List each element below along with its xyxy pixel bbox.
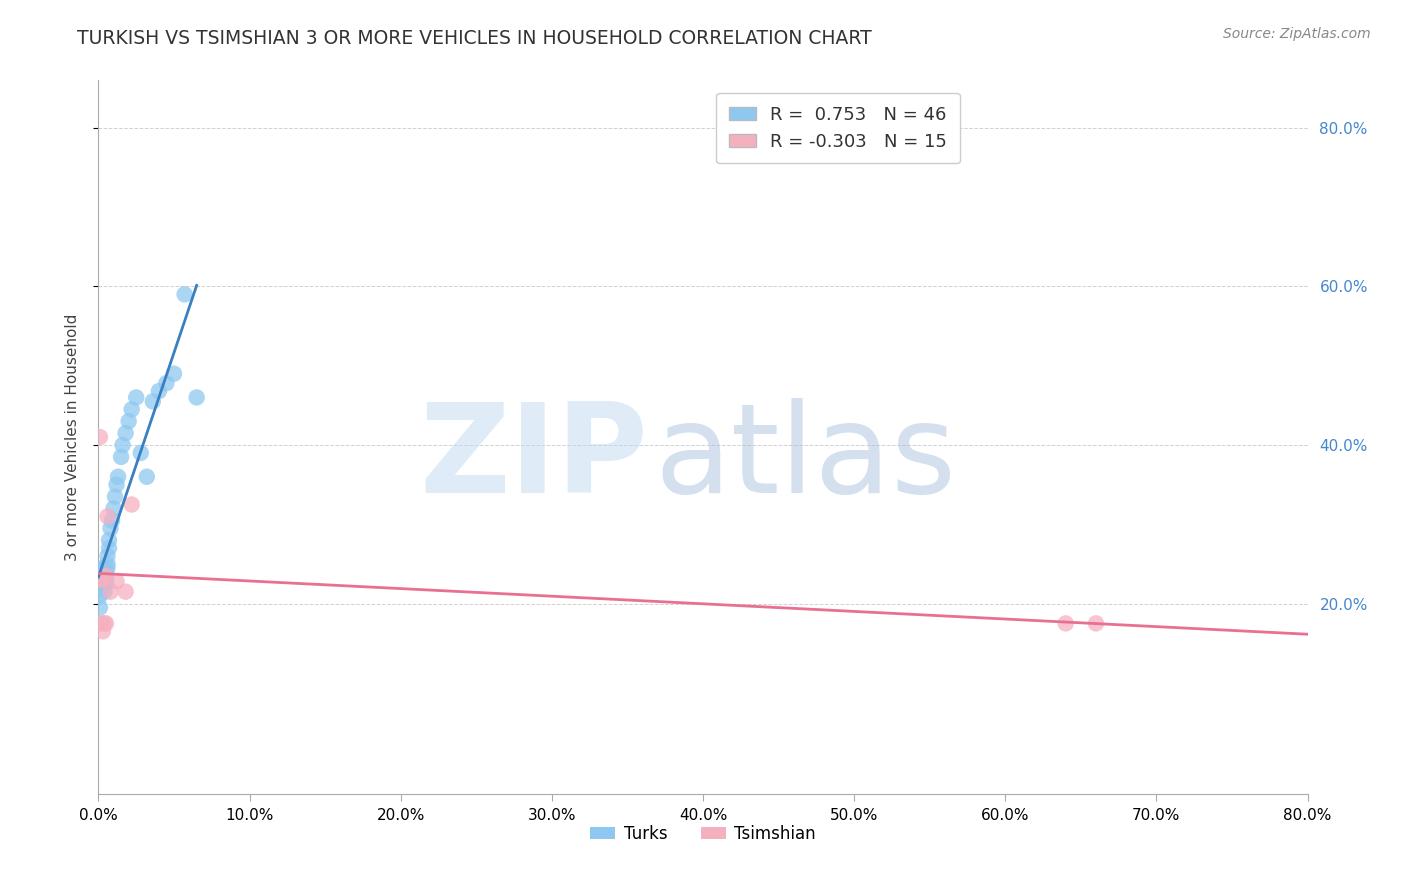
Point <box>93 576 115 591</box>
Point <box>104 490 127 504</box>
Point <box>111 438 134 452</box>
Point <box>163 367 186 381</box>
Point <box>118 414 141 428</box>
Point <box>96 549 118 563</box>
Text: Source: ZipAtlas.com: Source: ZipAtlas.com <box>1223 27 1371 41</box>
Y-axis label: 3 or more Vehicles in Household: 3 or more Vehicles in Household <box>65 313 80 561</box>
Point <box>94 573 117 587</box>
Point <box>94 616 117 631</box>
Point <box>91 569 114 583</box>
Text: ZIP: ZIP <box>420 398 648 519</box>
Point <box>125 391 148 405</box>
Point <box>91 624 114 639</box>
Point <box>98 541 121 555</box>
Point <box>148 384 170 398</box>
Point <box>91 573 114 587</box>
Point <box>94 569 117 583</box>
Point <box>107 469 129 483</box>
Point <box>114 426 136 441</box>
Point <box>90 569 112 583</box>
Point <box>173 287 195 301</box>
Point <box>90 574 112 589</box>
Point <box>121 498 143 512</box>
Point <box>89 600 111 615</box>
Point <box>94 565 117 579</box>
Point <box>93 574 115 589</box>
Point <box>129 446 152 460</box>
Point <box>93 561 115 575</box>
Point <box>90 616 112 631</box>
Point <box>89 430 111 444</box>
Point <box>89 573 111 587</box>
Point <box>91 561 114 575</box>
Point <box>96 509 118 524</box>
Point <box>94 569 117 583</box>
Text: atlas: atlas <box>655 398 956 519</box>
Point <box>103 501 125 516</box>
Point <box>114 584 136 599</box>
Point <box>89 589 111 603</box>
Point <box>91 576 114 591</box>
Point <box>186 391 208 405</box>
Point <box>100 584 122 599</box>
Text: TURKISH VS TSIMSHIAN 3 OR MORE VEHICLES IN HOUSEHOLD CORRELATION CHART: TURKISH VS TSIMSHIAN 3 OR MORE VEHICLES … <box>77 29 872 47</box>
Point <box>90 565 112 579</box>
Point <box>110 450 132 464</box>
Point <box>105 477 128 491</box>
Point <box>91 573 114 587</box>
Point <box>96 561 118 575</box>
Point <box>94 576 117 591</box>
Point <box>135 469 157 483</box>
Point <box>91 566 114 581</box>
Point <box>100 521 122 535</box>
Point <box>90 573 112 587</box>
Point <box>101 513 124 527</box>
Point <box>93 566 115 581</box>
Point <box>155 376 177 391</box>
Point <box>121 402 143 417</box>
Point <box>98 533 121 548</box>
Point <box>105 574 128 589</box>
Point <box>90 581 112 595</box>
Point <box>96 557 118 571</box>
Point <box>93 616 115 631</box>
Legend: Turks, Tsimshian: Turks, Tsimshian <box>583 819 823 850</box>
Point <box>93 584 115 599</box>
Point <box>142 394 165 409</box>
Point <box>1085 616 1108 631</box>
Point <box>1054 616 1077 631</box>
